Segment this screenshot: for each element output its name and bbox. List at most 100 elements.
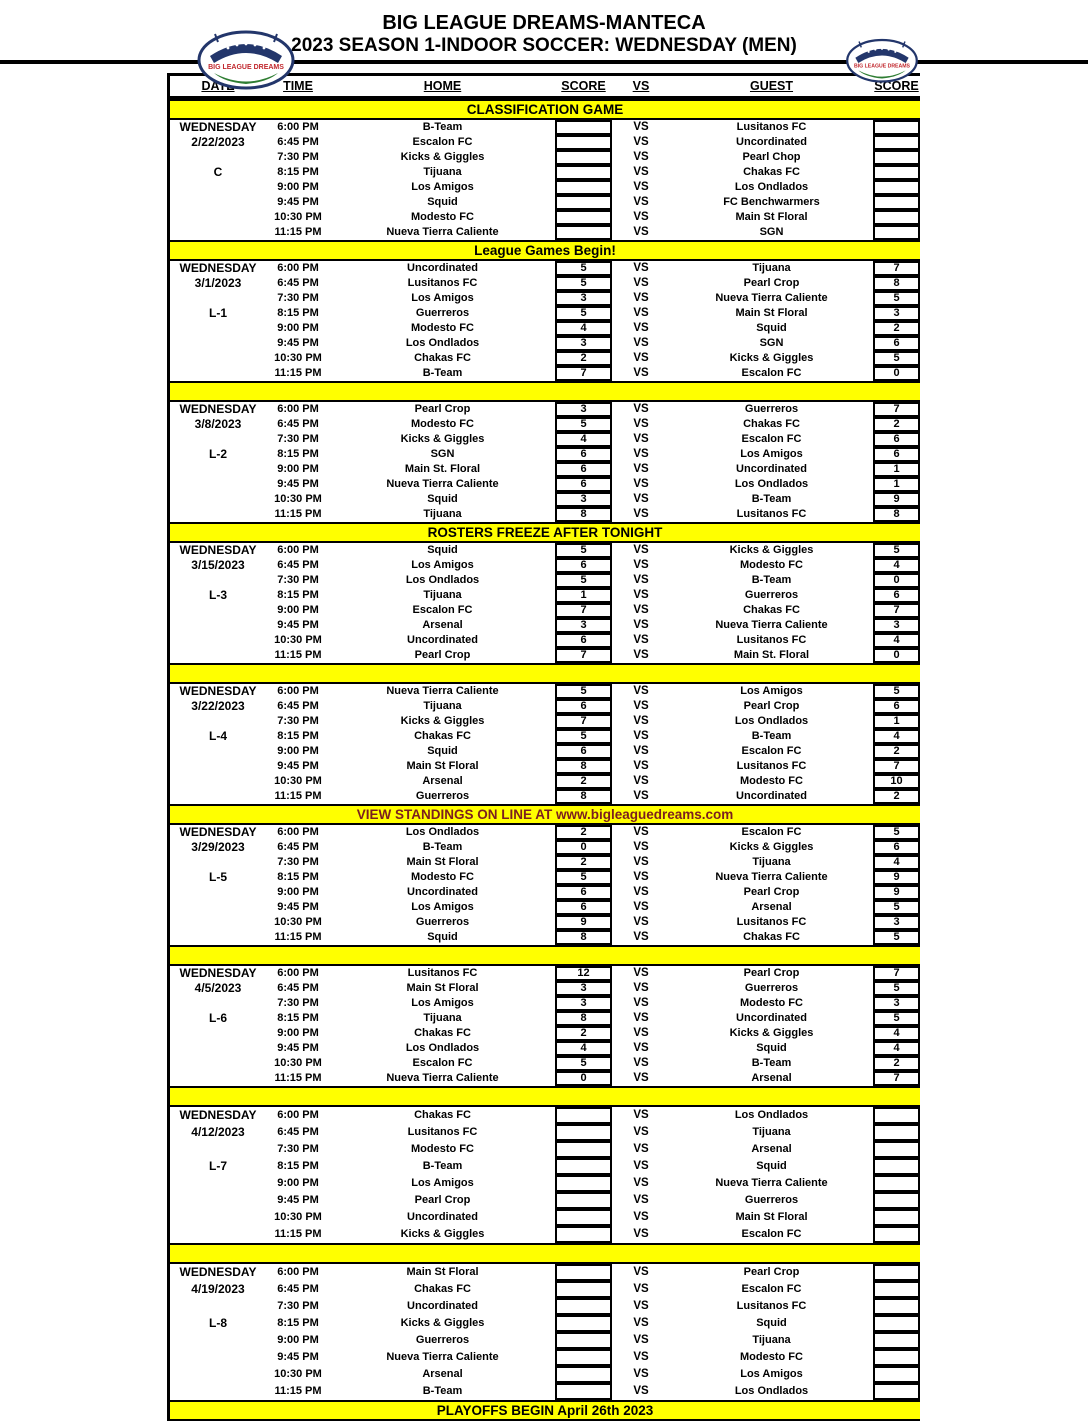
- home-score-box: 5: [555, 573, 612, 588]
- section-day: WEDNESDAY: [179, 1108, 257, 1122]
- vs-label: VS: [633, 684, 649, 697]
- schedule-table: DATE TIME HOME SCORE VS GUEST SCORE CLASSIFICA…: [167, 73, 920, 1421]
- game-row: 11:15 PM Pearl Crop 7 VS Main St. Floral 0: [170, 648, 920, 663]
- guest-score-box: [873, 1366, 920, 1383]
- game-time: 8:15 PM: [277, 1317, 319, 1329]
- guest-score-box: 7: [873, 1071, 920, 1086]
- game-row: 6:45 PM Lusitanos FC 5 VS Pearl Crop 8: [170, 276, 920, 291]
- guest-score-box: 9: [873, 885, 920, 900]
- guest-team: Escalon FC: [741, 826, 802, 838]
- home-score-box: 3: [555, 336, 612, 351]
- game-row: 9:00 PM Escalon FC 7 VS Chakas FC 7: [170, 603, 920, 618]
- game-time: 6:00 PM: [277, 826, 319, 838]
- column-header-guest-5: GUEST: [749, 79, 794, 93]
- section-code: L-5: [209, 870, 227, 884]
- game-row: 11:15 PM Nueva Tierra Caliente 0 VS Arsenal 7: [170, 1071, 920, 1086]
- guest-team: Tijuana: [752, 1126, 791, 1138]
- date-spacer: [170, 1383, 266, 1400]
- vs-label: VS: [633, 900, 649, 913]
- game-time: 11:15 PM: [274, 931, 322, 943]
- game-time: 11:15 PM: [274, 790, 322, 802]
- home-team: Squid: [427, 544, 458, 556]
- guest-team: Main St Floral: [735, 211, 808, 223]
- section-code: L-7: [209, 1159, 227, 1173]
- game-time: 9:00 PM: [277, 181, 319, 193]
- game-row: 6:45 PM Main St Floral 3 VS Guerreros 5: [170, 981, 920, 996]
- game-time: 11:15 PM: [274, 1385, 322, 1397]
- vs-label: VS: [633, 447, 649, 460]
- guest-score-box: [873, 1281, 920, 1298]
- guest-score-box: 7: [873, 603, 920, 618]
- game-time: 10:30 PM: [274, 211, 322, 223]
- home-score-box: 3: [555, 618, 612, 633]
- vs-label: VS: [633, 507, 649, 520]
- home-team: Squid: [427, 745, 458, 757]
- vs-label: VS: [633, 825, 649, 838]
- vs-label: VS: [633, 417, 649, 430]
- game-row: 8:15 PM B-Team VS Squid: [170, 1158, 920, 1175]
- guest-score-box: 3: [873, 618, 920, 633]
- home-score-box: [555, 1192, 612, 1209]
- guest-score-box: [873, 1226, 920, 1243]
- game-time: 9:00 PM: [277, 1334, 319, 1346]
- guest-team: Uncordinated: [736, 136, 807, 148]
- date-spacer: [170, 180, 266, 195]
- vs-label: VS: [633, 1350, 649, 1363]
- home-score-box: [555, 1366, 612, 1383]
- game-time: 8:15 PM: [277, 1160, 319, 1172]
- vs-label: VS: [633, 870, 649, 883]
- game-time: 6:45 PM: [277, 418, 319, 430]
- game-row: 11:15 PM Tijuana 8 VS Lusitanos FC 8: [170, 507, 920, 522]
- date-spacer: [170, 366, 266, 381]
- game-time: 9:00 PM: [277, 886, 319, 898]
- game-row: 7:30 PM Los Amigos 3 VS Nueva Tierra Calient…: [170, 291, 920, 306]
- guest-team: Pearl Crop: [743, 1266, 800, 1278]
- section-banner: VIEW STANDINGS ON LINE AT www.bigleagued…: [170, 804, 920, 825]
- guest-team: Escalon FC: [741, 745, 802, 757]
- guest-team: Los Amigos: [740, 685, 803, 697]
- game-row: 7:30 PM Kicks & Giggles 7 VS Los Ondlados 1: [170, 714, 920, 729]
- game-row: 8:15 PM Tijuana 8 VS Uncordinated 5: [170, 1011, 920, 1026]
- game-time: 10:30 PM: [274, 1368, 322, 1380]
- vs-label: VS: [633, 1265, 649, 1278]
- date-spacer: [170, 291, 266, 306]
- home-team: Kicks & Giggles: [400, 715, 485, 727]
- guest-team: Pearl Crop: [743, 967, 800, 979]
- section-code: L-2: [209, 447, 227, 461]
- guest-score-box: [873, 210, 920, 225]
- home-score-box: 3: [555, 492, 612, 507]
- vs-label: VS: [633, 477, 649, 490]
- vs-label: VS: [633, 1384, 649, 1397]
- section-date: 4/5/2023: [194, 981, 242, 995]
- home-team: Main St Floral: [406, 982, 479, 994]
- home-score-box: 3: [555, 291, 612, 306]
- game-row: 10:30 PM Escalon FC 5 VS B-Team 2: [170, 1056, 920, 1071]
- home-team: Arsenal: [422, 619, 463, 631]
- game-time: 8:15 PM: [277, 307, 319, 319]
- game-time: 7:30 PM: [277, 292, 319, 304]
- home-team: Pearl Crop: [414, 403, 471, 415]
- home-score-box: 2: [555, 774, 612, 789]
- home-score-box: 6: [555, 447, 612, 462]
- guest-team: Los Ondlados: [734, 1385, 809, 1397]
- vs-label: VS: [633, 336, 649, 349]
- game-row: 11:15 PM B-Team 7 VS Escalon FC 0: [170, 366, 920, 381]
- game-row: 8:15 PM Tijuana 1 VS Guerreros 6: [170, 588, 920, 603]
- home-score-box: 5: [555, 729, 612, 744]
- home-team: Los Amigos: [411, 901, 474, 913]
- guest-team: Modesto FC: [740, 997, 803, 1009]
- home-score-box: [555, 1124, 612, 1141]
- home-team: Los Amigos: [411, 997, 474, 1009]
- home-team: Guerreros: [415, 307, 470, 319]
- column-header-vs-4: VS: [632, 79, 650, 93]
- page-title: BIG LEAGUE DREAMS-MANTECA: [382, 12, 706, 34]
- guest-score-box: 0: [873, 648, 920, 663]
- home-team: Arsenal: [422, 775, 463, 787]
- game-time: 9:45 PM: [277, 478, 319, 490]
- guest-team: Pearl Crop: [743, 886, 800, 898]
- home-team: Kicks & Giggles: [400, 433, 485, 445]
- guest-team: Tijuana: [752, 262, 791, 274]
- game-row: 7:30 PM Kicks & Giggles VS Pearl Chop: [170, 150, 920, 165]
- game-row: 9:00 PM Los Amigos VS Nueva Tierra Caliente: [170, 1175, 920, 1192]
- game-row: 6:45 PM Lusitanos FC VS Tijuana: [170, 1124, 920, 1141]
